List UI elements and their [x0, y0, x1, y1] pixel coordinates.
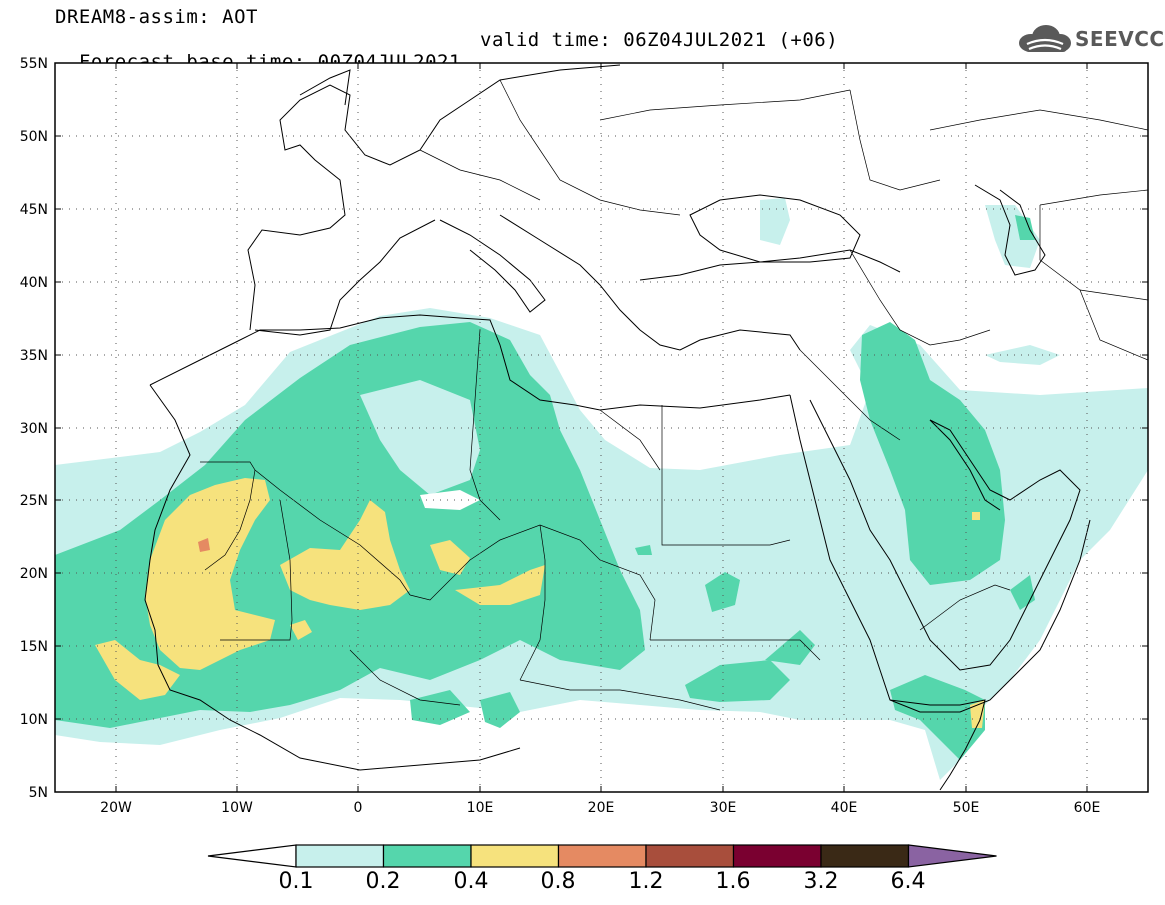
colorbar-tick-label: 0.8: [540, 869, 576, 894]
lon-label: 50E: [953, 800, 980, 816]
lat-label: 20N: [20, 566, 48, 582]
lon-label: 20W: [100, 800, 132, 816]
lat-label: 30N: [20, 421, 48, 437]
lon-label: 10E: [467, 800, 494, 816]
aot-level-0.4: [95, 478, 985, 728]
country-borders: [200, 79, 1148, 711]
lon-label: 60E: [1074, 800, 1101, 816]
colorbar-tick-label: 1.6: [715, 869, 751, 894]
map-title: DREAM8-assim: AOT: [55, 6, 258, 28]
logo-text: SEEVCCC: [1075, 27, 1165, 51]
colorbar-tick-label: 6.4: [890, 869, 926, 894]
colorbar-tick-label: 0.2: [365, 869, 401, 894]
colorbar-tick-label: 0.4: [453, 869, 489, 894]
lon-label: 0: [354, 800, 363, 816]
lat-label: 35N: [20, 348, 48, 364]
latitude-labels: 55N 50N 45N 40N 35N 30N 25N 20N 15N 10N …: [20, 56, 48, 801]
lat-label: 45N: [20, 202, 48, 218]
aot-field: [55, 63, 1148, 792]
lat-label: 40N: [20, 275, 48, 291]
lat-label: 50N: [20, 129, 48, 145]
colorbar-tick-label: 1.2: [628, 869, 664, 894]
graticule: [55, 63, 1148, 792]
lon-label: 10W: [221, 800, 253, 816]
coastlines: [144, 64, 1091, 791]
seevccc-logo: SEEVCCC: [1017, 24, 1165, 56]
lon-label: 20E: [588, 800, 615, 816]
lat-label: 10N: [20, 712, 48, 728]
aot-level-0.8: [198, 538, 210, 552]
lat-label: 15N: [20, 639, 48, 655]
lat-label: 55N: [20, 56, 48, 72]
lon-label: 30E: [710, 800, 737, 816]
axis-ticks: [55, 63, 1148, 792]
lat-label: 5N: [29, 785, 48, 801]
longitude-labels: 20W 10W 0 10E 20E 30E 40E 50E 60E: [100, 800, 1100, 816]
lat-label: 25N: [20, 493, 48, 509]
valid-time-text: valid time: 06Z04JUL2021 (+06): [480, 29, 839, 51]
cloud-logo-icon: [1019, 25, 1071, 52]
colorbar-tick-label: 3.2: [803, 869, 839, 894]
colorbar-tick-label: 0.1: [278, 869, 314, 894]
lon-label: 40E: [831, 800, 858, 816]
